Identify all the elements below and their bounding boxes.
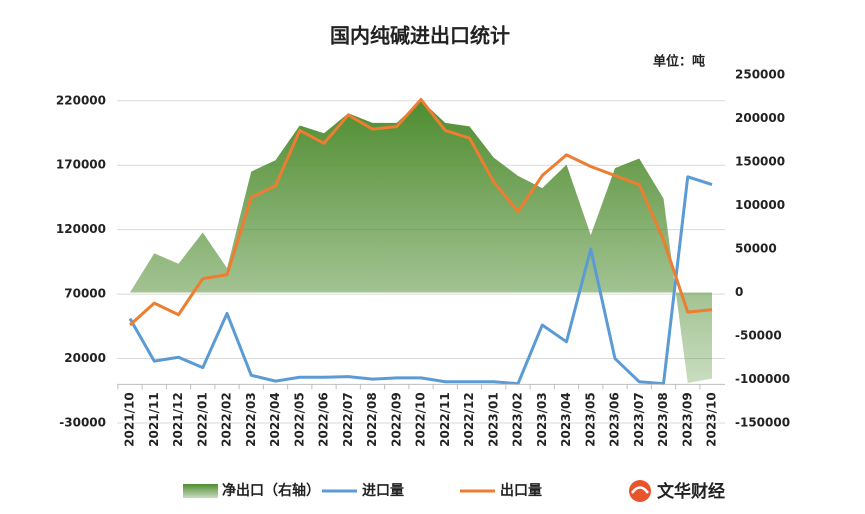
legend-label: 出口量 [500, 482, 542, 499]
x-tick-label: 2021/12 [171, 392, 185, 446]
y2-tick-label: 250000 [735, 68, 785, 82]
x-tick-label: 2023/05 [583, 392, 597, 446]
legend-label: 进口量 [362, 483, 404, 499]
x-tick-label: 2023/02 [511, 392, 525, 446]
y2-tick-label: 200000 [735, 111, 785, 125]
y2-tick-label: 0 [735, 285, 743, 299]
x-tick-label: 2023/01 [486, 392, 500, 446]
x-tick-label: 2022/04 [268, 392, 282, 446]
y2-tick-label: -150000 [735, 416, 790, 430]
legend-label: 净出口（右轴） [222, 482, 320, 499]
x-tick-label: 2023/10 [705, 392, 719, 446]
y-tick-label: 20000 [64, 351, 106, 365]
x-tick-label: 2022/10 [414, 392, 428, 446]
x-tick-label: 2022/02 [220, 392, 234, 446]
series-line [128, 175, 713, 386]
x-tick-label: 2021/11 [147, 392, 161, 446]
y-tick-label: 70000 [64, 287, 106, 301]
x-tick-label: 2022/01 [195, 392, 209, 446]
y2-tick-label: 150000 [735, 155, 785, 169]
x-tick-label: 2023/04 [559, 392, 573, 446]
watermark: 文华财经 [657, 481, 725, 502]
y2-tick-label: -100000 [735, 372, 790, 386]
x-tick-label: 2023/06 [608, 392, 622, 446]
x-tick-label: 2022/08 [365, 392, 379, 446]
x-tick-label: 2022/03 [244, 392, 258, 446]
x-tick-label: 2022/09 [389, 392, 403, 446]
x-tick-label: 2021/10 [123, 392, 137, 446]
net-export-area [130, 100, 712, 383]
chart-title: 国内纯碱进出口统计 [330, 24, 510, 48]
x-tick-label: 2022/07 [341, 392, 355, 446]
x-tick-label: 2022/06 [317, 392, 331, 446]
y2-tick-label: 100000 [735, 198, 785, 212]
x-tick-label: 2022/05 [292, 392, 306, 446]
series-line [128, 97, 713, 327]
watermark-logo [629, 480, 651, 502]
x-tick-label: 2023/09 [680, 392, 694, 446]
x-tick-label: 2022/11 [438, 392, 452, 446]
x-tick-label: 2023/08 [656, 392, 670, 446]
x-tick-label: 2023/03 [535, 392, 549, 446]
y-tick-label: 220000 [56, 93, 106, 107]
x-tick-label: 2023/07 [632, 392, 646, 446]
y-tick-label: 170000 [56, 158, 106, 172]
x-tick-label: 2022/12 [462, 392, 476, 446]
legend-swatch [183, 484, 218, 498]
y-tick-label: 120000 [56, 222, 106, 236]
y2-tick-label: -50000 [735, 329, 782, 343]
unit-label: 单位：吨 [653, 54, 705, 70]
y2-tick-label: 50000 [735, 242, 777, 256]
y-tick-label: -30000 [59, 416, 106, 430]
